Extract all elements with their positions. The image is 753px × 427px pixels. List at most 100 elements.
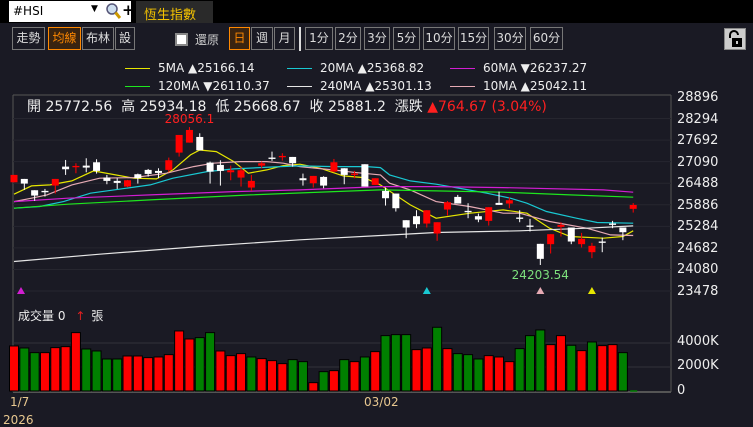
signal-marker-icon [422,287,431,294]
legend-label: 20MA [320,61,354,75]
volume-bar [256,358,267,392]
minute-button[interactable]: 30分 [494,27,526,50]
ma-line-120ma [13,189,634,209]
legend-swatch [287,68,312,69]
add-icon[interactable]: + [122,1,135,19]
price-tick: 27090 [677,154,719,170]
candle-body [206,162,214,172]
candle-body [402,220,410,228]
volume-bar [566,344,577,392]
volume-bar [483,355,494,392]
volume-tick: 2000K [677,358,719,373]
price-tick: 26488 [677,176,719,191]
volume-bar [81,348,92,392]
candle-body [216,164,224,171]
legend-value: 26237.27 [529,61,588,75]
volume-bar [91,350,102,392]
volume-bar [225,355,236,392]
volume-bar [617,352,628,392]
minute-button[interactable]: 3分 [364,27,390,50]
candle-body [144,169,152,174]
volume-title: 成交量 [18,309,55,323]
candle-body [392,193,400,209]
tab-hsi[interactable]: 恆生指數 [136,1,213,23]
candle-body [495,202,503,205]
minute-button[interactable]: 15分 [458,27,489,50]
volume-tick: 4000K [677,334,719,349]
volume-bar [163,354,174,392]
candle-body [443,202,451,210]
volume-bar [504,361,515,392]
restore-checkbox[interactable] [175,33,188,46]
candle-body [361,164,369,187]
volume-bar [287,359,298,392]
minute-button[interactable]: 10分 [423,27,455,50]
volume-bar [236,353,247,392]
candle-body [433,222,441,234]
search-icon[interactable] [105,2,121,20]
candle-body [185,129,193,143]
candle-body [567,227,575,242]
up-arrow-icon: ↑ [75,309,86,323]
candle-body [619,227,627,233]
lock-icon[interactable] [724,28,746,50]
legend-direction: ▲ [188,61,198,75]
candle-body [609,223,617,225]
candle-body [196,136,204,151]
ma-line-60ma [13,186,634,203]
volume-bar [50,347,61,392]
price-annotation: 24203.54 [512,268,569,282]
bollinger-button[interactable]: 布林 [82,27,114,50]
legend-direction: ▼ [203,79,213,93]
minute-button[interactable]: 60分 [530,27,563,50]
volume-bar [349,361,360,392]
volume-bar [101,358,112,392]
volume-bar [597,345,608,392]
minute-button[interactable]: 2分 [335,27,361,50]
candle-body [41,190,49,193]
candle-body [134,174,142,179]
volume-bar [132,355,143,392]
legend-direction: ▲ [357,61,367,75]
candle-body [547,234,555,245]
volume-bar [411,349,422,392]
candle-body [10,174,18,183]
chevron-down-icon[interactable]: ▼ [91,4,98,14]
price-tick: 27692 [677,133,719,148]
candle-body [340,168,348,175]
legend-swatch [450,86,475,87]
ma-line-10ma [13,161,634,237]
candle-body [320,176,328,186]
open-label: 開 [27,99,41,115]
trend-button[interactable]: 走勢 [12,27,45,50]
candle-body [454,196,462,204]
legend-label: 10MA [483,79,517,93]
candle-body [237,170,245,178]
volume-bar [70,332,81,392]
candle-body [423,210,431,224]
signal-marker-icon [536,287,545,294]
period-week-button[interactable]: 週 [251,27,273,50]
restore-label: 還原 [195,33,220,47]
minute-button[interactable]: 5分 [393,27,420,50]
minute-button[interactable]: 1分 [305,27,333,50]
legend-value: 25301.13 [374,79,432,93]
legend-label: 120MA [158,79,200,93]
candle-body [82,165,90,168]
settings-button[interactable]: 設 [115,27,135,50]
period-day-button[interactable]: 日 [229,27,250,50]
low-label: 低 [215,99,230,115]
ma-button[interactable]: 均線 [48,27,81,50]
volume-bar [184,338,195,392]
symbol-input[interactable]: #HSI ▼ + [9,1,135,22]
volume-bar [277,363,288,392]
legend-swatch [125,86,150,87]
price-tick: 28896 [677,90,719,105]
volume-bar [452,353,463,392]
candle-body [598,241,606,243]
top-bar: #HSI ▼ + 恆生指數 [0,0,753,23]
period-month-button[interactable]: 月 [274,27,295,50]
volume-bar [308,382,319,392]
volume-bar [143,357,154,392]
